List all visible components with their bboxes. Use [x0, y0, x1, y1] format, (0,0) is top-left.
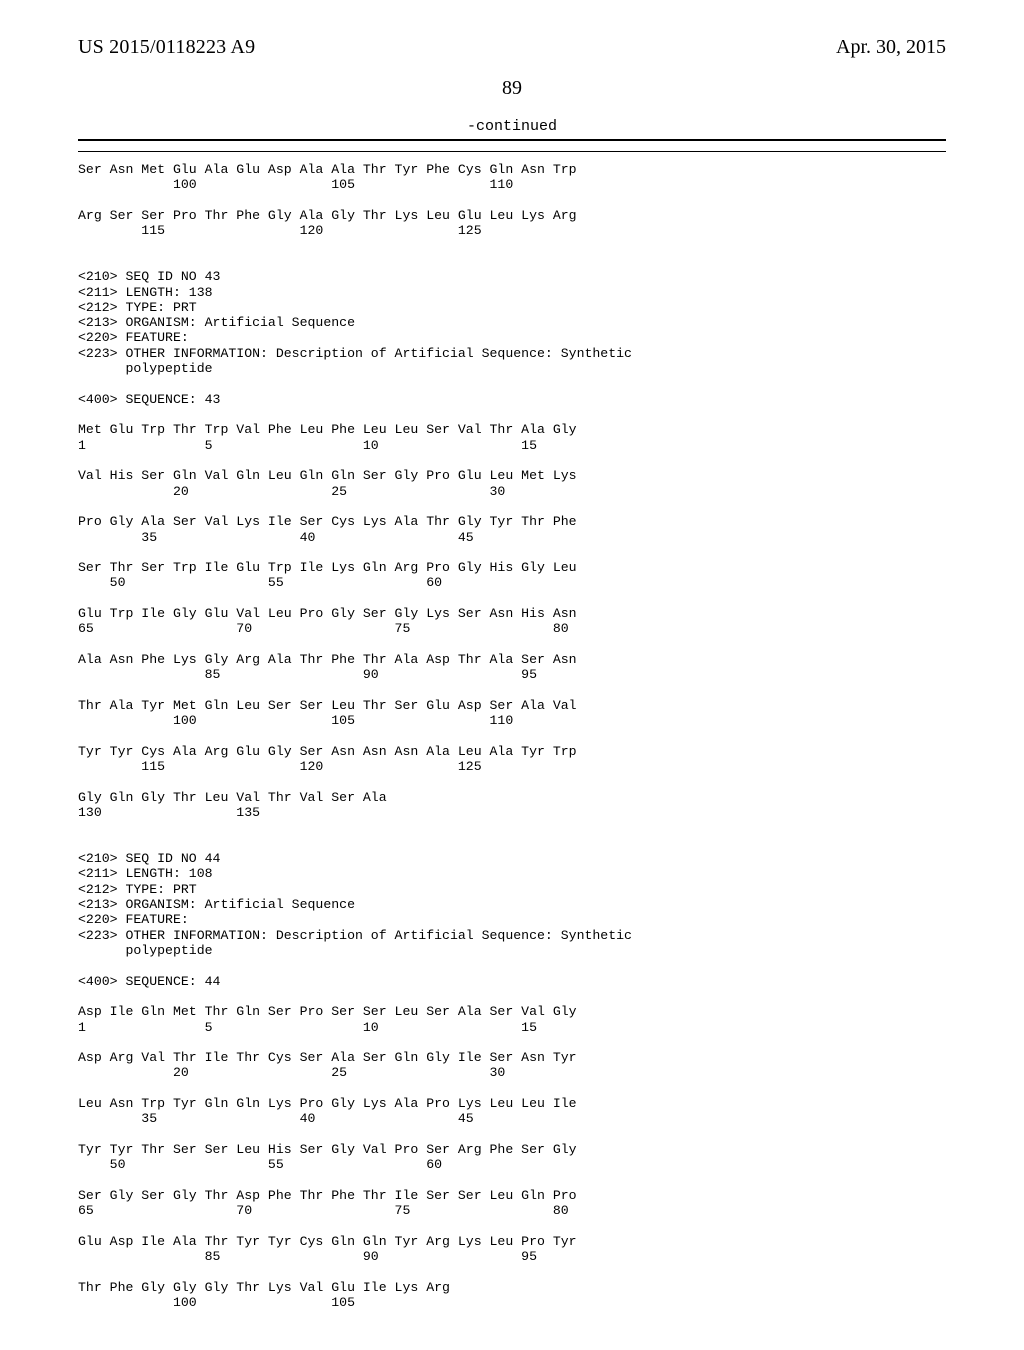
header-row: US 2015/0118223 A9 Apr. 30, 2015	[78, 36, 946, 59]
rule-top	[78, 139, 946, 141]
continued-label: -continued	[78, 118, 946, 135]
sequence-listing: Ser Asn Met Glu Ala Glu Asp Ala Ala Thr …	[78, 162, 946, 1310]
rule-bottom	[78, 151, 946, 152]
publication-date: Apr. 30, 2015	[836, 36, 946, 59]
page: US 2015/0118223 A9 Apr. 30, 2015 89 -con…	[0, 0, 1024, 1350]
publication-number: US 2015/0118223 A9	[78, 36, 255, 59]
page-number: 89	[78, 77, 946, 100]
